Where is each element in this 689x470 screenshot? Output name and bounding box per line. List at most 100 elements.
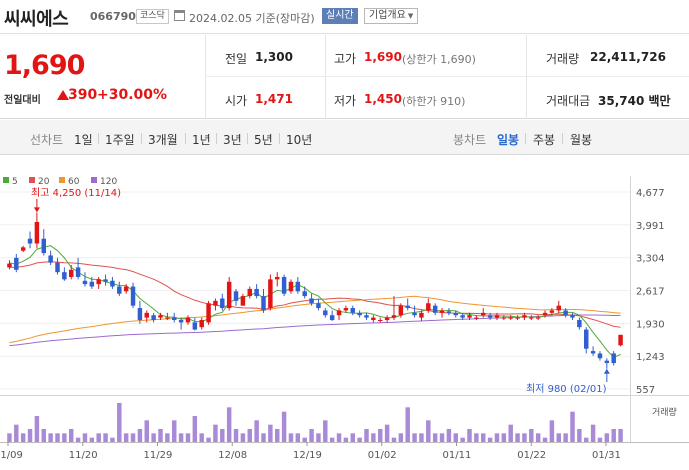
volume-label: 거래량 [546,52,580,66]
volume-bar [281,411,287,442]
volume-bar [501,433,507,442]
volume-bar [508,424,513,442]
volume-bar [247,429,252,442]
candle-body [151,315,156,321]
realtime-button[interactable]: 실시간 [322,8,358,24]
current-price: 1,690 [4,50,85,81]
candle-body [316,303,321,309]
right-axis-line [630,176,631,442]
x-tick-label: 01/11 [443,450,472,461]
volume-bar [419,433,424,442]
volume-bar [336,433,342,442]
low-label: 저가 [334,94,357,108]
stock-code: 066790 [90,10,136,23]
tab-daily[interactable]: 일봉 [497,133,520,147]
candle-body [247,288,252,297]
candle-body [268,279,273,309]
volume-bar [618,429,623,442]
volume-bar [7,433,12,442]
volume-bar [309,429,314,442]
volume-bar [597,437,603,442]
volume-bar [185,433,191,442]
chevron-down-icon: ▼ [407,12,414,20]
candle-body [123,286,129,292]
volume-bar [329,437,335,442]
volume-bar [535,433,541,442]
x-tick-label: 11/09 [0,450,23,461]
tab-separator [279,133,280,144]
volume-bar [165,433,170,442]
candle-body [323,310,328,316]
volume-bar [34,416,40,442]
volume-bar [384,424,390,442]
volume-bar [474,433,479,442]
candle-body [62,272,67,280]
candle-body [213,300,218,306]
volume-bar [20,433,26,442]
candle-body [233,291,239,301]
candlestick-chart[interactable]: 4,677 3,991 3,304 2,617 1,930 1,243 557 11/09 11… [0,156,689,470]
tab-1w[interactable]: 1주일 [105,133,135,147]
candle-body [439,310,445,313]
volume-bar [391,437,397,442]
candle-body [350,308,355,313]
candle-body [240,296,246,306]
y-tick-label: 1,243 [636,352,665,363]
y-tick-label: 1,930 [636,319,665,330]
volume-bar [343,437,349,442]
candle-body [570,315,575,318]
candle-body [165,317,170,319]
volume-bar [213,424,218,442]
volume-bar [295,433,301,442]
candle-body [618,334,623,346]
candle-body [590,351,596,354]
candle-body [309,298,314,304]
candle-body [426,303,431,311]
candle-body [281,276,287,294]
tab-weekly[interactable]: 주봉 [533,133,556,147]
chart-tab-bar: 선차트 1일 1주일 3개월 1년 3년 5년 10년 봉차트 일봉 주봉 월봉 [0,120,689,155]
tab-separator [216,133,217,144]
candle-body [522,315,527,318]
volume-bar [254,420,259,442]
candle-body [494,315,500,318]
ma20-label: 20 [38,177,50,187]
volume-bar [89,437,95,442]
volume-bar [240,433,246,442]
volume-bar [522,433,527,442]
y-tick-label: 557 [636,385,655,396]
volume-bar [199,433,204,442]
volume-bar [103,433,108,442]
volume-bar [611,429,616,442]
company-overview-dropdown[interactable]: 기업개요 ▼ [364,8,419,24]
volume-bar [446,429,452,442]
volume-bar [604,433,610,442]
annotations: 최고 4,250 (11/14) 최저 980 (02/01) 거래량 [31,187,677,418]
tab-1y[interactable]: 1년 [192,133,211,147]
volume-bar [288,433,294,442]
candle-body [14,257,19,270]
volume-divider [0,395,689,396]
volume-bar [27,429,33,442]
candle-body [611,353,616,364]
tab-3m[interactable]: 3개월 [148,133,178,147]
tab-5y[interactable]: 5년 [254,133,273,147]
candle-body [220,298,225,309]
candle-body [254,288,259,297]
candle-body [419,312,424,318]
volume-bar [172,420,177,442]
volume-bars [7,403,623,442]
tab-monthly[interactable]: 월봉 [570,133,593,147]
candle-body [535,317,541,319]
divider [205,35,206,119]
tab-1d[interactable]: 1일 [74,133,93,147]
volume-bar [398,433,404,442]
volume-bar [233,429,239,442]
up-arrow-icon [57,90,69,100]
tab-10y[interactable]: 10년 [286,133,313,147]
volume-bar [357,437,362,442]
volume-bar [144,420,149,442]
volume-bar [405,407,410,442]
tab-3y[interactable]: 3년 [223,133,242,147]
volume-bar [130,433,136,442]
